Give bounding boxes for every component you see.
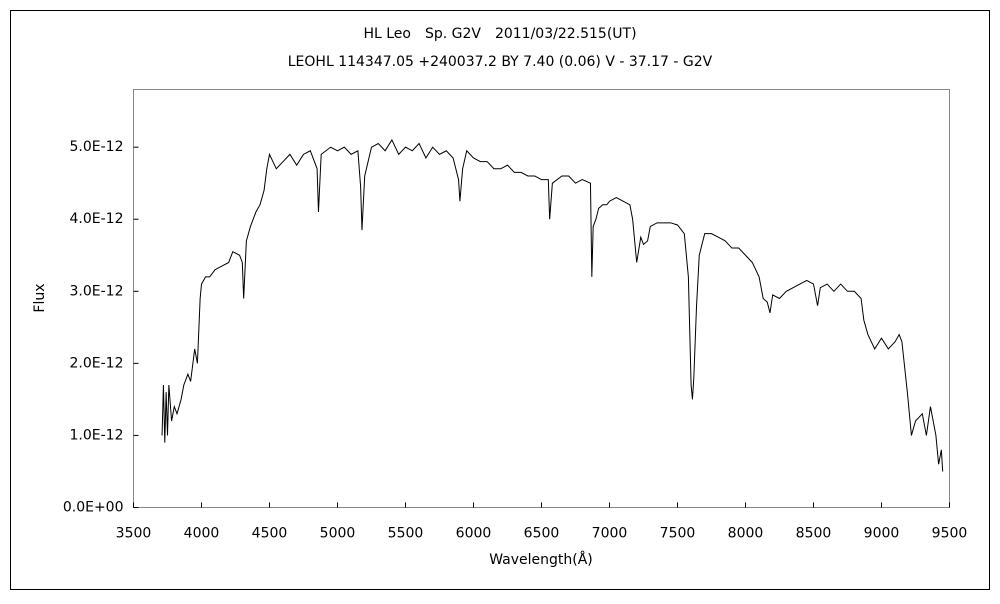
y-tick-label: 2.0E-12 — [70, 355, 124, 371]
x-tick-label: 7500 — [660, 526, 696, 542]
y-axis-label: Flux — [32, 283, 48, 312]
x-tick-label: 5500 — [388, 526, 424, 542]
x-tick-label: 7000 — [592, 526, 628, 542]
x-tick-label: 4500 — [252, 526, 288, 542]
y-tick-label: 1.0E-12 — [70, 427, 124, 443]
x-tick-label: 4000 — [184, 526, 220, 542]
x-tick-label: 6500 — [524, 526, 560, 542]
y-tick-label: 5.0E-12 — [70, 139, 124, 155]
x-tick-label: 8500 — [796, 526, 832, 542]
chart-title: HL Leo Sp. G2V 2011/03/22.515(UT) — [363, 26, 636, 42]
chart-subtitle: LEOHL 114347.05 +240037.2 BY 7.40 (0.06)… — [288, 54, 713, 70]
x-tick-label: 9500 — [932, 526, 968, 542]
x-axis-label: Wavelength(Å) — [489, 551, 593, 568]
y-tick-label: 3.0E-12 — [70, 283, 124, 299]
x-tick-label: 6000 — [456, 526, 492, 542]
spectrum-line — [161, 138, 944, 472]
x-tick-label: 9000 — [864, 526, 900, 542]
y-tick-label: 4.0E-12 — [70, 211, 124, 227]
chart-border — [10, 10, 990, 590]
x-tick-label: 5000 — [320, 526, 356, 542]
y-tick-label: 0.0E+00 — [63, 500, 124, 516]
x-tick-label: 8000 — [728, 526, 764, 542]
x-tick-label: 3500 — [116, 526, 152, 542]
